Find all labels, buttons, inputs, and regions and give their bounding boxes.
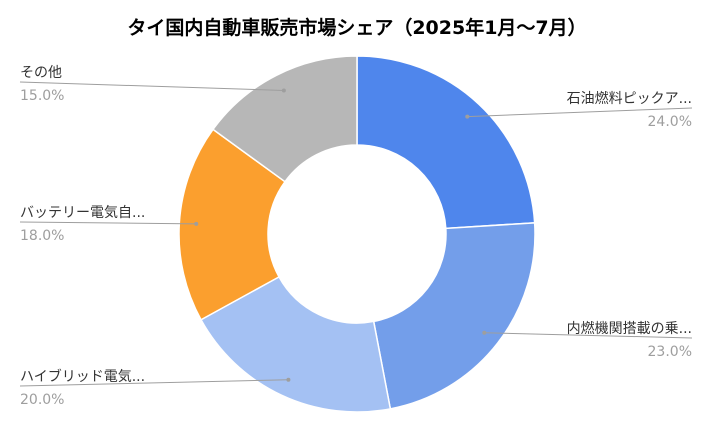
pie-slice-2 — [372, 222, 536, 410]
slice-label-1: 石油燃料ピックア... — [567, 90, 692, 107]
leader-dot-4 — [194, 221, 199, 226]
slice-label-5: その他 — [20, 65, 62, 81]
leader-dot-2 — [482, 330, 487, 335]
slice-percentage-1: 24.0% — [648, 114, 692, 130]
slices-group — [178, 55, 536, 413]
chart-title: タイ国内自動車販売市場シェア（2025年1月〜7月） — [127, 16, 586, 39]
pie-slice-4 — [178, 128, 287, 321]
leader-dot-5 — [281, 88, 286, 93]
pie-slice-5 — [211, 55, 358, 183]
slice-label-2: 内燃機関搭載の乗... — [567, 320, 692, 337]
leader-line-5 — [19, 81, 284, 91]
leader-line-2 — [484, 332, 693, 339]
leader-dot-1 — [465, 114, 470, 119]
leader-line-1 — [467, 107, 693, 118]
slice-percentage-2: 23.0% — [648, 344, 692, 360]
pie-slice-3 — [199, 275, 392, 413]
leader-dot-3 — [286, 377, 291, 382]
pie-slice-1 — [356, 55, 536, 230]
slice-percentage-3: 20.0% — [20, 392, 64, 408]
slice-label-3: ハイブリッド電気... — [20, 368, 145, 385]
slice-label-4: バッテリー電気自... — [20, 205, 145, 221]
slice-labels-group: 石油燃料ピックア... 24.0% 内燃機関搭載の乗... 23.0% ハイブリッド電気… — [20, 65, 692, 408]
leader-lines-group — [19, 81, 693, 387]
leader-line-4 — [19, 221, 197, 225]
leader-line-3 — [19, 379, 289, 387]
slice-percentage-5: 15.0% — [20, 88, 64, 104]
slice-percentage-4: 18.0% — [20, 228, 64, 244]
